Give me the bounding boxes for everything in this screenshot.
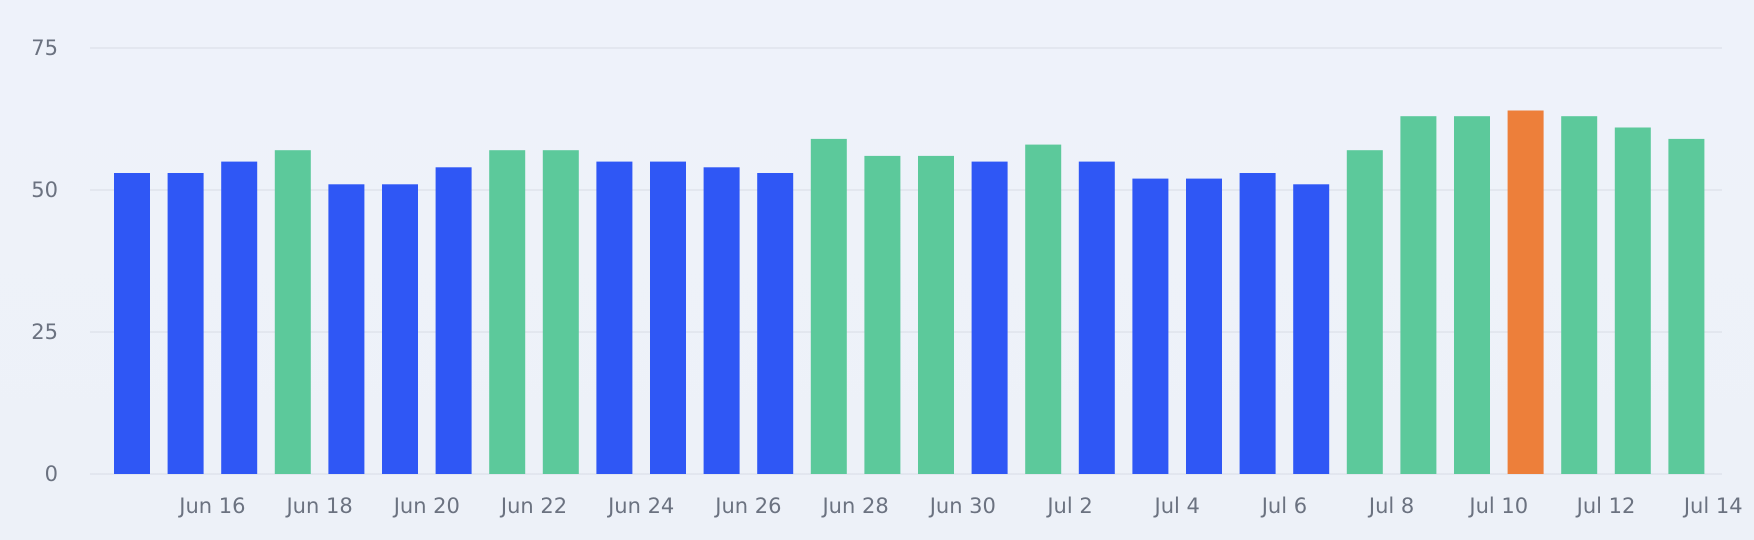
x-tick-label: Jul 14 (1682, 494, 1743, 518)
x-tick-label: Jul 4 (1153, 494, 1200, 518)
bar-jun-29[interactable] (864, 155, 901, 474)
bar-jul-6[interactable] (1239, 173, 1276, 474)
x-tick-label: Jun 22 (499, 494, 567, 518)
x-tick-label: Jul 6 (1260, 494, 1307, 518)
bar-jun-30[interactable] (918, 155, 954, 474)
x-tick-label: Jun 24 (606, 494, 674, 518)
y-tick-label: 0 (45, 462, 58, 486)
bar-jun-16[interactable] (167, 173, 204, 474)
bar-jul-8[interactable] (1346, 150, 1383, 474)
bar-jul-5[interactable] (1186, 178, 1222, 474)
bar-jul-11[interactable] (1507, 110, 1544, 475)
x-axis: Jun 16 Jun 18 Jun 20 Jun 22 Jun 24 Jun 26 Jun … (177, 494, 1742, 518)
bar-jun-18[interactable] (274, 150, 311, 474)
y-tick-label: 25 (31, 320, 58, 344)
bar-jul-14[interactable] (1668, 138, 1705, 474)
y-axis: 0 25 50 75 (31, 36, 58, 486)
bar-jun-22[interactable] (489, 150, 526, 474)
x-tick-label: Jul 10 (1467, 494, 1528, 518)
bar-jul-4[interactable] (1132, 178, 1169, 474)
x-tick-label: Jun 28 (820, 494, 888, 518)
bar-jul-2[interactable] (1025, 144, 1062, 474)
bar-jul-9[interactable] (1400, 116, 1437, 474)
bar-jun-21[interactable] (435, 167, 472, 475)
bar-jun-27[interactable] (757, 173, 794, 474)
bar-jul-13[interactable] (1614, 127, 1651, 475)
bar-jun-19[interactable] (328, 184, 365, 475)
x-tick-label: Jul 2 (1045, 494, 1092, 518)
bar-jun-26[interactable] (703, 167, 740, 475)
bar-jul-7[interactable] (1293, 184, 1330, 475)
x-tick-label: Jun 18 (284, 494, 352, 518)
bar-jul-10[interactable] (1454, 116, 1490, 474)
bar-jun-23[interactable] (542, 150, 579, 474)
bars-layer (114, 110, 1705, 475)
y-tick-label: 50 (31, 178, 58, 202)
x-tick-label: Jun 26 (713, 494, 781, 518)
x-tick-label: Jun 16 (177, 494, 245, 518)
x-tick-label: Jul 12 (1575, 494, 1636, 518)
x-tick-label: Jul 8 (1367, 494, 1414, 518)
bar-jun-28[interactable] (810, 138, 847, 474)
bar-jun-25[interactable] (650, 161, 686, 474)
x-tick-label: Jun 30 (928, 494, 996, 518)
bar-jul-12[interactable] (1561, 116, 1598, 474)
x-tick-label: Jun 20 (392, 494, 460, 518)
bar-jun-17[interactable] (221, 161, 258, 474)
bar-jun-24[interactable] (596, 161, 633, 474)
bar-jun-15[interactable] (114, 173, 150, 474)
bar-jul-1[interactable] (971, 161, 1008, 474)
bar-jun-20[interactable] (382, 184, 418, 475)
y-tick-label: 75 (31, 36, 58, 60)
bar-jul-3[interactable] (1078, 161, 1115, 474)
